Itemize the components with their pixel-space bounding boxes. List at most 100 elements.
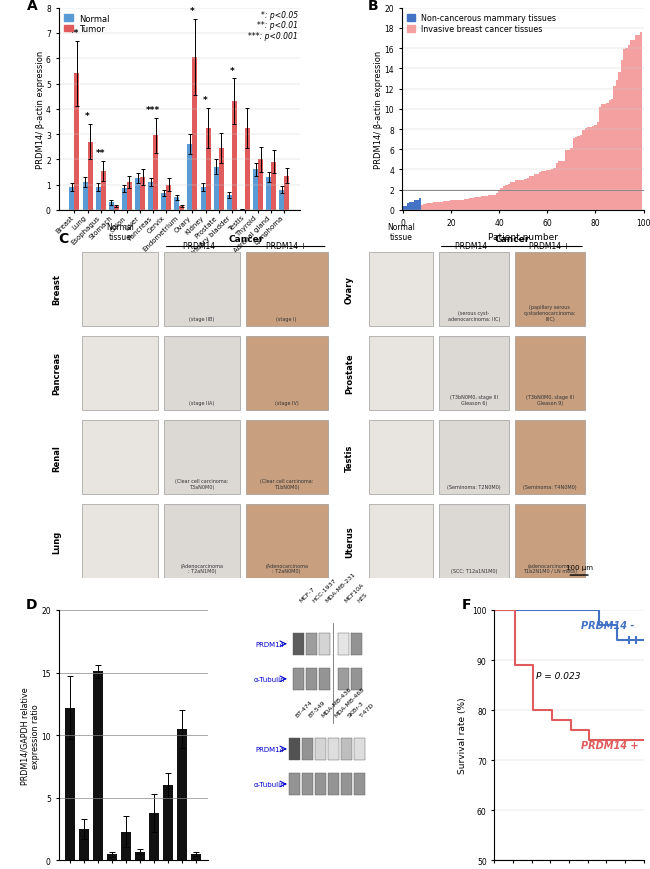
Text: (Seminoma: T2N0M0): (Seminoma: T2N0M0) xyxy=(447,485,501,489)
Bar xyxy=(630,41,632,210)
Bar xyxy=(246,421,328,494)
Bar xyxy=(592,127,594,210)
Bar xyxy=(232,102,237,210)
Text: C: C xyxy=(58,232,69,246)
Bar xyxy=(505,186,508,210)
Bar xyxy=(280,190,284,210)
Bar xyxy=(556,163,558,210)
Bar xyxy=(88,143,92,210)
Bar xyxy=(604,105,606,210)
Bar xyxy=(266,178,271,210)
Text: MCF-7: MCF-7 xyxy=(298,586,316,603)
Bar xyxy=(426,204,428,210)
Bar xyxy=(460,201,462,210)
Bar xyxy=(439,336,509,410)
Bar xyxy=(445,202,447,210)
Text: T-47D: T-47D xyxy=(359,701,376,718)
Bar xyxy=(625,49,628,210)
Bar xyxy=(616,81,618,210)
Bar xyxy=(515,505,585,579)
Bar xyxy=(253,170,258,210)
Bar xyxy=(500,189,503,210)
Bar xyxy=(539,173,541,210)
Bar xyxy=(474,198,476,210)
Bar xyxy=(179,207,185,210)
Bar xyxy=(471,199,474,210)
Bar xyxy=(164,252,240,327)
Bar xyxy=(440,202,443,210)
Text: (Seminoma: T4N0M0): (Seminoma: T4N0M0) xyxy=(523,485,577,489)
Text: PRDM14 -: PRDM14 - xyxy=(455,242,493,250)
Bar xyxy=(457,201,460,210)
Bar xyxy=(341,773,352,795)
Bar xyxy=(498,192,501,210)
Text: Pancreas: Pancreas xyxy=(53,352,61,395)
Text: Breast: Breast xyxy=(53,274,61,305)
Bar xyxy=(433,203,436,210)
Bar xyxy=(218,149,224,210)
Text: (stage I): (stage I) xyxy=(276,316,297,322)
Bar xyxy=(527,179,529,210)
Bar xyxy=(419,199,421,210)
Bar xyxy=(608,101,611,210)
Text: MDA-MB-436: MDA-MB-436 xyxy=(320,686,352,718)
Text: *: * xyxy=(229,67,234,76)
Bar xyxy=(289,738,300,760)
Text: (T3bN0M0, stage III
Gleason 9): (T3bN0M0, stage III Gleason 9) xyxy=(526,395,574,406)
Y-axis label: PRDM14/ β-actin expression: PRDM14/ β-actin expression xyxy=(36,50,45,169)
Bar xyxy=(328,773,339,795)
Bar xyxy=(318,667,330,690)
Bar xyxy=(292,633,304,655)
Bar xyxy=(515,421,585,494)
Text: B: B xyxy=(368,0,378,12)
Bar xyxy=(423,205,426,210)
Bar xyxy=(205,129,211,210)
Y-axis label: Survival rate (%): Survival rate (%) xyxy=(458,697,467,773)
Text: Testis: Testis xyxy=(345,444,354,471)
Bar xyxy=(369,505,433,579)
Bar xyxy=(351,667,362,690)
Bar xyxy=(214,168,218,210)
Bar xyxy=(65,707,75,860)
Bar xyxy=(341,738,352,760)
Bar xyxy=(567,150,570,210)
Bar xyxy=(411,202,414,210)
Bar xyxy=(491,196,493,210)
Bar xyxy=(315,738,326,760)
Bar xyxy=(439,421,509,494)
Text: MCF10A: MCF10A xyxy=(344,581,365,603)
Bar xyxy=(517,181,519,210)
Bar xyxy=(481,197,484,210)
Text: PRDM14: PRDM14 xyxy=(256,641,285,647)
Bar xyxy=(284,176,289,210)
Text: (Clear cell carcinoma:
T3aN0M0): (Clear cell carcinoma: T3aN0M0) xyxy=(175,479,229,489)
Bar xyxy=(351,633,362,655)
Bar xyxy=(121,832,131,860)
Text: (papillary serous
cystadenocarcinoma:
IIIC): (papillary serous cystadenocarcinoma: II… xyxy=(524,305,576,322)
Bar xyxy=(328,738,339,760)
Bar xyxy=(369,252,433,327)
Bar xyxy=(536,175,539,210)
Bar xyxy=(82,505,158,579)
Bar xyxy=(580,136,582,210)
Bar xyxy=(421,205,423,210)
Bar xyxy=(318,633,330,655)
Bar xyxy=(566,151,567,210)
Bar xyxy=(606,104,608,210)
Bar xyxy=(148,182,153,210)
Bar xyxy=(488,196,491,210)
Bar xyxy=(127,182,132,210)
Bar xyxy=(551,170,553,210)
Bar xyxy=(640,32,642,210)
Text: Uterus: Uterus xyxy=(345,526,354,558)
Bar xyxy=(519,181,522,210)
Bar xyxy=(201,188,205,210)
Bar xyxy=(79,829,89,860)
Bar xyxy=(82,252,158,327)
Bar xyxy=(515,181,517,210)
Text: Normal
tissue: Normal tissue xyxy=(106,222,134,242)
Bar xyxy=(289,773,300,795)
Bar xyxy=(369,336,433,410)
Bar xyxy=(153,136,158,210)
Bar xyxy=(573,139,575,210)
